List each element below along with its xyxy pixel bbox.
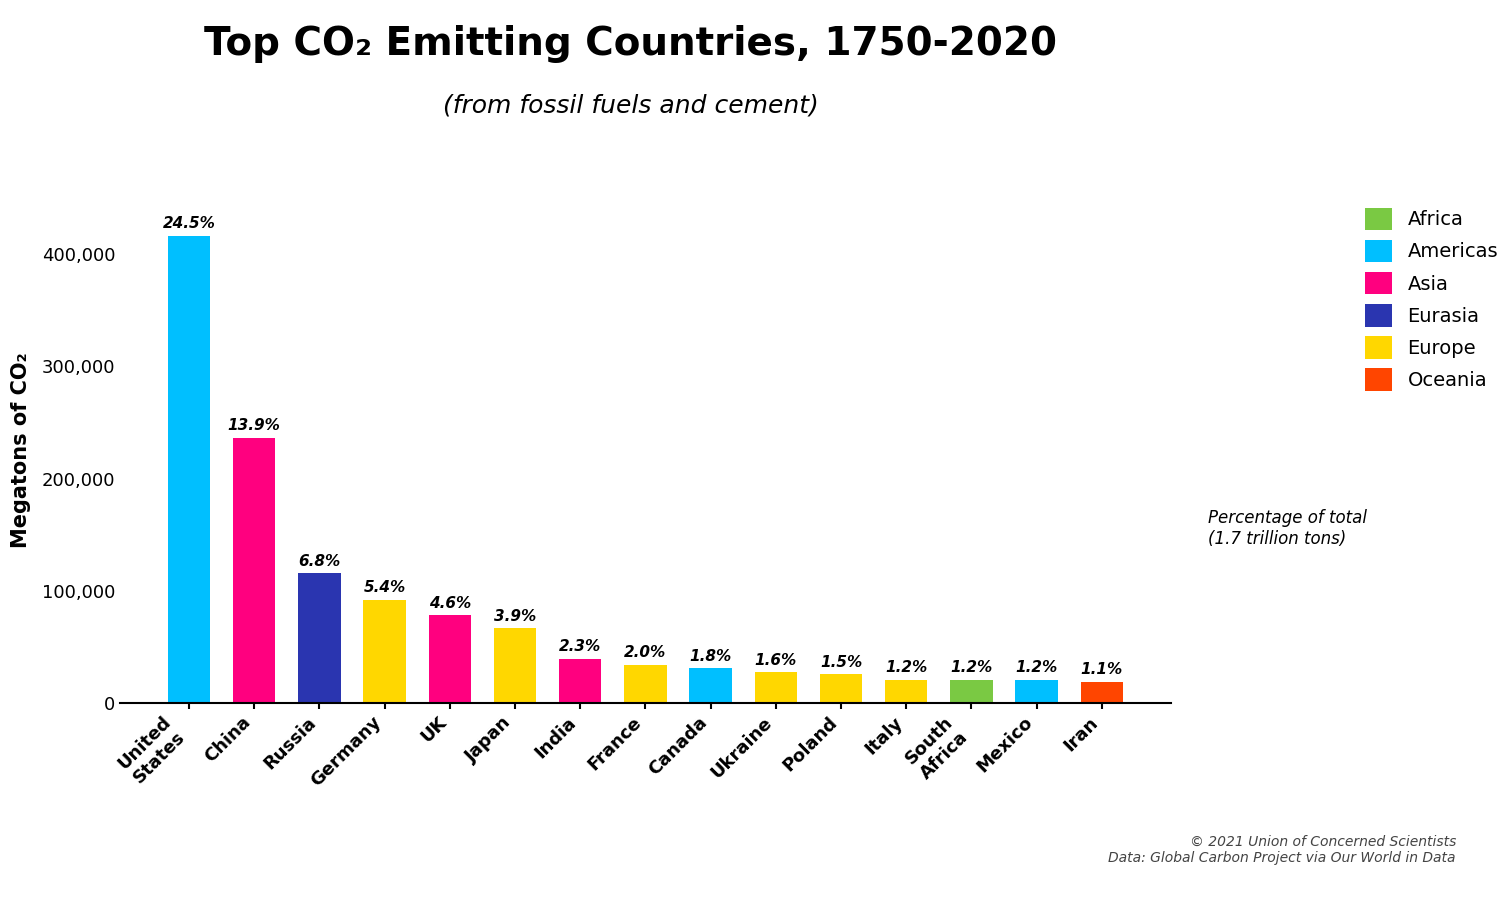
Text: © 2021 Union of Concerned Scientists
Data: Global Carbon Project via Our World i: © 2021 Union of Concerned Scientists Dat… [1108,834,1456,865]
Text: 13.9%: 13.9% [228,418,281,433]
Text: 4.6%: 4.6% [429,596,471,611]
Bar [886,680,928,703]
Text: 2.3%: 2.3% [558,640,602,654]
Bar [820,674,862,703]
Bar [689,669,732,703]
Bar [233,438,275,703]
Bar [429,615,471,703]
Bar [299,573,341,703]
Text: 1.8%: 1.8% [689,649,732,664]
Text: 1.5%: 1.5% [820,655,862,669]
Y-axis label: Megatons of CO₂: Megatons of CO₂ [11,352,30,549]
Text: (from fossil fuels and cement): (from fossil fuels and cement) [443,93,818,117]
Text: 5.4%: 5.4% [363,580,405,596]
Text: 24.5%: 24.5% [162,216,216,232]
Text: 2.0%: 2.0% [624,645,666,660]
Text: 6.8%: 6.8% [299,554,341,569]
Bar [624,665,666,703]
Legend: Africa, Americas, Asia, Eurasia, Europe, Oceania: Africa, Americas, Asia, Eurasia, Europe,… [1355,198,1501,401]
Bar [755,672,797,703]
Bar [168,236,210,703]
Bar [1016,680,1058,703]
Text: Top CO₂ Emitting Countries, 1750-2020: Top CO₂ Emitting Countries, 1750-2020 [204,25,1057,63]
Bar [494,628,536,703]
Bar [363,600,405,703]
Bar [950,680,992,703]
Text: 1.1%: 1.1% [1081,662,1123,678]
Text: 3.9%: 3.9% [494,609,536,624]
Text: 1.6%: 1.6% [755,653,797,668]
Text: 1.2%: 1.2% [886,660,928,676]
Bar [1081,682,1123,703]
Bar [558,659,602,703]
Text: 1.2%: 1.2% [950,660,992,676]
Text: 1.2%: 1.2% [1016,660,1058,676]
Text: Percentage of total
(1.7 trillion tons): Percentage of total (1.7 trillion tons) [1208,509,1367,548]
